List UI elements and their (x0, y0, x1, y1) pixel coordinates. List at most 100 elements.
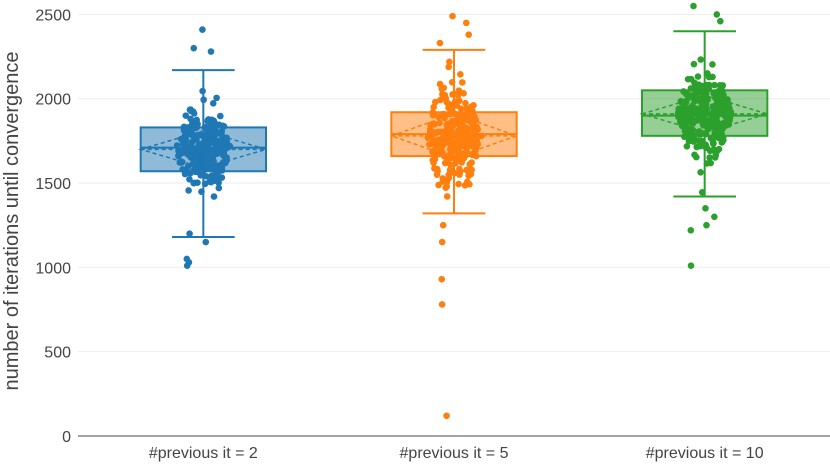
data-point (188, 138, 196, 146)
data-point (208, 173, 216, 180)
outlier-point (186, 230, 193, 237)
data-point (446, 110, 454, 118)
outlier-point (702, 205, 709, 212)
data-point (457, 167, 464, 175)
data-point (203, 152, 210, 160)
data-point (689, 116, 696, 123)
y-tick-label: 1000 (35, 260, 71, 277)
data-point (187, 115, 194, 123)
data-point (207, 164, 214, 171)
outlier-point (438, 301, 446, 308)
data-point (178, 158, 186, 166)
outlier-point (703, 221, 710, 229)
data-point (443, 183, 451, 190)
data-point (695, 96, 702, 104)
data-point (704, 124, 711, 131)
data-point (186, 175, 193, 183)
data-point (468, 166, 475, 174)
box-series-1 (138, 26, 269, 269)
data-point (218, 131, 225, 138)
y-tick-label: 2000 (35, 92, 71, 109)
outlier-point (716, 17, 724, 25)
data-point (223, 134, 231, 142)
data-point (469, 151, 476, 159)
y-axis-label: number of iterations until convergence (1, 51, 23, 390)
data-point (431, 98, 439, 106)
data-point (681, 98, 689, 106)
data-point (683, 89, 690, 97)
data-point (430, 103, 438, 111)
data-point (443, 193, 451, 200)
data-point (463, 144, 471, 151)
data-point (192, 151, 200, 159)
axes: 0 500 1000 1500 2000 2500 #previous it = 2 #pre… (35, 7, 830, 462)
data-point (719, 138, 726, 146)
y-tick-label: 1500 (35, 176, 71, 193)
data-point (433, 171, 441, 178)
data-point (458, 111, 465, 119)
data-point (455, 144, 463, 152)
data-point (444, 158, 451, 166)
series-layer (138, 2, 770, 420)
data-point (693, 143, 701, 151)
y-tick-label: 0 (62, 429, 71, 446)
outlier-point (690, 2, 697, 10)
data-point (446, 166, 454, 173)
data-point (207, 178, 215, 186)
data-point (205, 141, 212, 148)
data-point (691, 151, 698, 159)
data-point (201, 180, 209, 188)
data-point (209, 100, 217, 107)
data-point (443, 129, 450, 137)
data-point (693, 88, 701, 96)
data-point (439, 141, 447, 148)
x-tick-label: #previous it = 10 (646, 445, 764, 462)
data-point (681, 132, 689, 139)
data-point (205, 116, 212, 123)
outlier-point (436, 39, 444, 47)
data-point (711, 154, 719, 161)
data-point (714, 147, 721, 155)
data-point (470, 102, 477, 109)
data-point (468, 159, 475, 166)
data-point (179, 166, 186, 173)
outlier-point (202, 238, 210, 246)
data-point (436, 119, 443, 127)
data-point (184, 163, 192, 170)
data-point (709, 61, 716, 68)
data-point (690, 132, 697, 140)
outlier-point (207, 48, 215, 55)
data-point (436, 80, 444, 88)
data-point (209, 149, 216, 157)
data-point (218, 174, 226, 181)
data-point (217, 112, 224, 120)
data-point (719, 82, 727, 89)
data-point (212, 131, 219, 138)
data-point (723, 100, 731, 108)
outlier-point (462, 19, 470, 27)
outlier-point (439, 221, 447, 229)
data-point (196, 147, 204, 154)
data-point (193, 123, 201, 131)
data-point (703, 94, 710, 102)
data-point (439, 90, 446, 98)
data-point (197, 131, 204, 138)
data-point (697, 169, 704, 176)
data-point (699, 82, 706, 90)
data-point (721, 111, 728, 119)
data-point (470, 117, 477, 124)
data-point (724, 119, 731, 126)
data-point (452, 160, 459, 167)
data-point (433, 165, 441, 173)
data-point (188, 143, 195, 151)
data-point (431, 129, 439, 137)
data-point (445, 174, 453, 182)
data-point (713, 117, 720, 125)
data-point (198, 188, 205, 195)
data-point (694, 111, 702, 118)
data-point (453, 102, 461, 109)
data-point (202, 172, 210, 180)
data-point (446, 58, 453, 66)
data-point (437, 96, 444, 104)
